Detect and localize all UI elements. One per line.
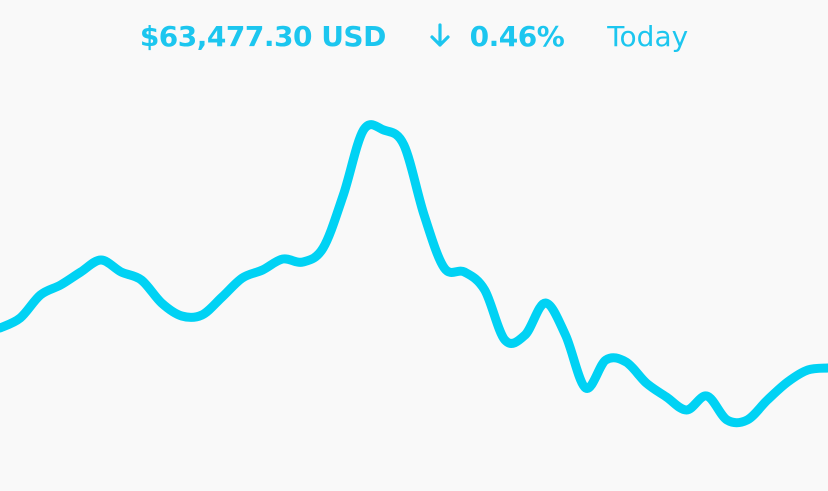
price-line xyxy=(0,120,828,428)
change: 0.46% xyxy=(469,19,565,53)
period[interactable]: Today xyxy=(607,19,689,53)
down-arrow-icon xyxy=(430,23,450,47)
price: $63,477.30 USD xyxy=(139,19,387,53)
header: $63,477.30 USD 0.46% Today xyxy=(0,18,828,53)
